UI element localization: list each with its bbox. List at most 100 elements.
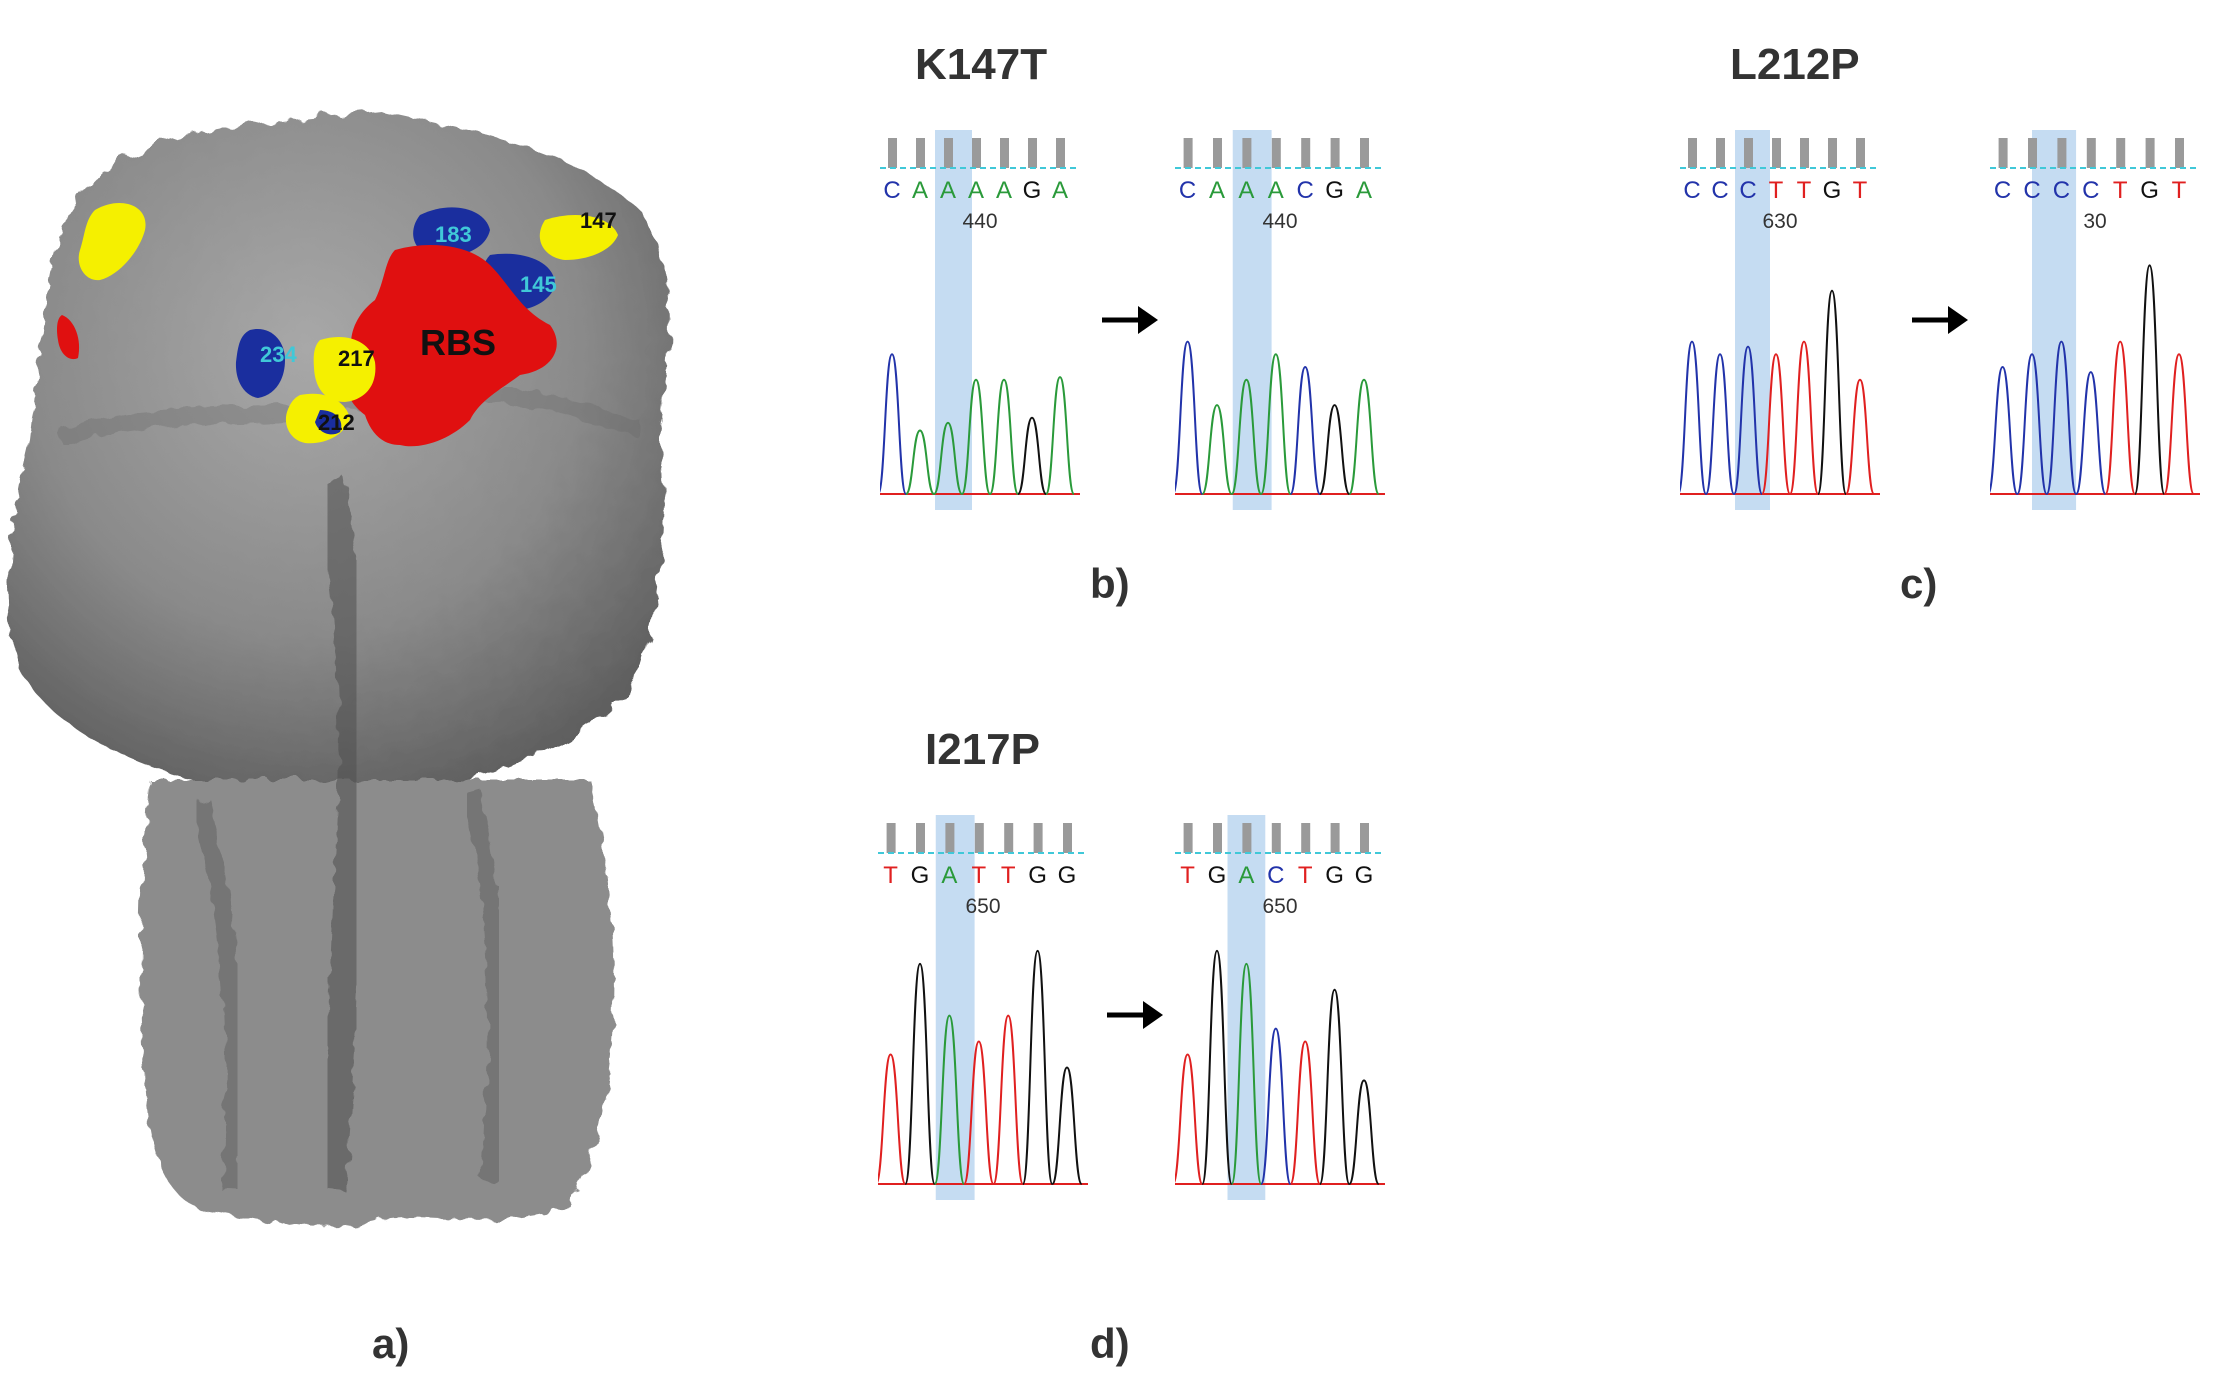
trace-peak <box>2016 353 2048 495</box>
highlight-band <box>1227 815 1266 1200</box>
base-call: G <box>1208 862 1227 889</box>
trace-peak <box>1705 353 1735 495</box>
quality-bar <box>972 138 981 168</box>
quality-bar <box>1183 138 1193 168</box>
site-red-left-edge <box>57 315 80 360</box>
base-call: G <box>1058 862 1077 889</box>
panel-label-d: d) <box>1090 1320 1130 1367</box>
trace-peak <box>1761 353 1791 495</box>
chromatogram-d-after: T G A C T G G 650 <box>1171 815 1385 1200</box>
quality-bar <box>1028 138 1037 168</box>
quality-bar <box>1213 138 1222 168</box>
sequence-position: 650 <box>965 895 1000 918</box>
sequence-position: 440 <box>962 210 997 233</box>
trace-peak <box>1230 962 1263 1185</box>
panel-c-title: L212P <box>1730 40 1860 89</box>
quality-bar <box>1330 138 1340 168</box>
base-call: C <box>1683 177 1700 204</box>
base-call: G <box>1028 862 1047 889</box>
base-call: G <box>2140 177 2159 204</box>
arrow-icon <box>1910 300 1970 340</box>
site-red-rbs <box>346 245 557 447</box>
quality-bar <box>1271 138 1281 168</box>
sequence-position: 30 <box>2083 210 2106 233</box>
trace-peak <box>1318 988 1351 1185</box>
base-call: A <box>968 177 984 204</box>
quality-bar <box>1056 138 1065 168</box>
rbs-label: RBS <box>420 322 497 363</box>
base-call: A <box>940 177 956 204</box>
trace-peak <box>963 1040 995 1185</box>
trace-peak <box>1260 353 1292 495</box>
base-call: T <box>2172 177 2187 204</box>
site-yellow-left <box>78 202 146 281</box>
base-call: T <box>1001 862 1016 889</box>
trace-peak <box>2045 340 2078 495</box>
trace-peak <box>1817 289 1847 495</box>
quality-bar <box>1301 823 1311 853</box>
trace-peak <box>1318 404 1351 495</box>
base-call: C <box>1994 177 2011 204</box>
base-call: C <box>1179 177 1196 204</box>
protein-surface-figure <box>9 110 669 1227</box>
base-call: A <box>1356 177 1372 204</box>
base-call: C <box>2053 177 2070 204</box>
base-call: G <box>1325 862 1344 889</box>
base-call: C <box>2023 177 2040 204</box>
panel-label-a: a) <box>372 1320 410 1367</box>
trace-peak <box>2075 371 2107 495</box>
chromatogram-svg: C C C C T G T30 <box>1986 130 2200 510</box>
quality-bar <box>1183 823 1193 853</box>
quality-bar <box>1271 823 1281 853</box>
quality-bar <box>916 823 925 853</box>
chromatogram-b-after: C A A A C G A 440 <box>1171 130 1385 510</box>
arrow-icon <box>1100 300 1160 340</box>
quality-bar <box>916 138 925 168</box>
trace-peak <box>1845 378 1875 495</box>
quality-bar <box>2057 138 2067 168</box>
trace-peak <box>2133 264 2166 495</box>
trace-peak <box>905 429 935 495</box>
base-call: T <box>1769 177 1784 204</box>
quality-bar <box>1033 823 1043 853</box>
trace-peak <box>904 962 936 1185</box>
base-call: A <box>1268 177 1284 204</box>
quality-bar <box>2116 138 2126 168</box>
quality-bar <box>2086 138 2096 168</box>
trace-peak <box>1677 340 1707 495</box>
highlight-band <box>1735 130 1770 510</box>
quality-bar <box>1716 138 1725 168</box>
site-label-183: 183 <box>435 222 472 247</box>
quality-bar <box>1330 823 1340 853</box>
quality-bar <box>1004 823 1014 853</box>
quality-bar <box>945 823 955 853</box>
base-call: G <box>1023 177 1042 204</box>
base-call: A <box>1209 177 1225 204</box>
quality-bar <box>1360 138 1369 168</box>
quality-bar <box>1360 823 1369 853</box>
arrow-icon <box>1105 995 1165 1035</box>
trace-peak <box>877 353 907 495</box>
trace-peak <box>1017 416 1047 495</box>
sequence-position: 440 <box>1262 210 1297 233</box>
quality-bar <box>1828 138 1837 168</box>
trace-peak <box>1171 1053 1204 1185</box>
quality-bar <box>1213 823 1222 853</box>
trace-peak <box>2163 353 2195 495</box>
trace-peak <box>1789 340 1819 495</box>
quality-bar <box>2145 138 2155 168</box>
quality-bar <box>1242 138 1252 168</box>
trace-peak <box>1045 376 1075 495</box>
quality-bar <box>2175 138 2184 168</box>
trace-peak <box>1021 949 1054 1185</box>
base-call: C <box>1711 177 1728 204</box>
quality-bar <box>944 138 953 168</box>
panel-d-title: I217P <box>925 725 1040 774</box>
base-call: T <box>971 862 986 889</box>
trace-peak <box>1201 949 1233 1185</box>
trace-peak <box>1986 365 2019 495</box>
quality-bar <box>888 138 897 168</box>
trace-peak <box>992 1014 1024 1185</box>
